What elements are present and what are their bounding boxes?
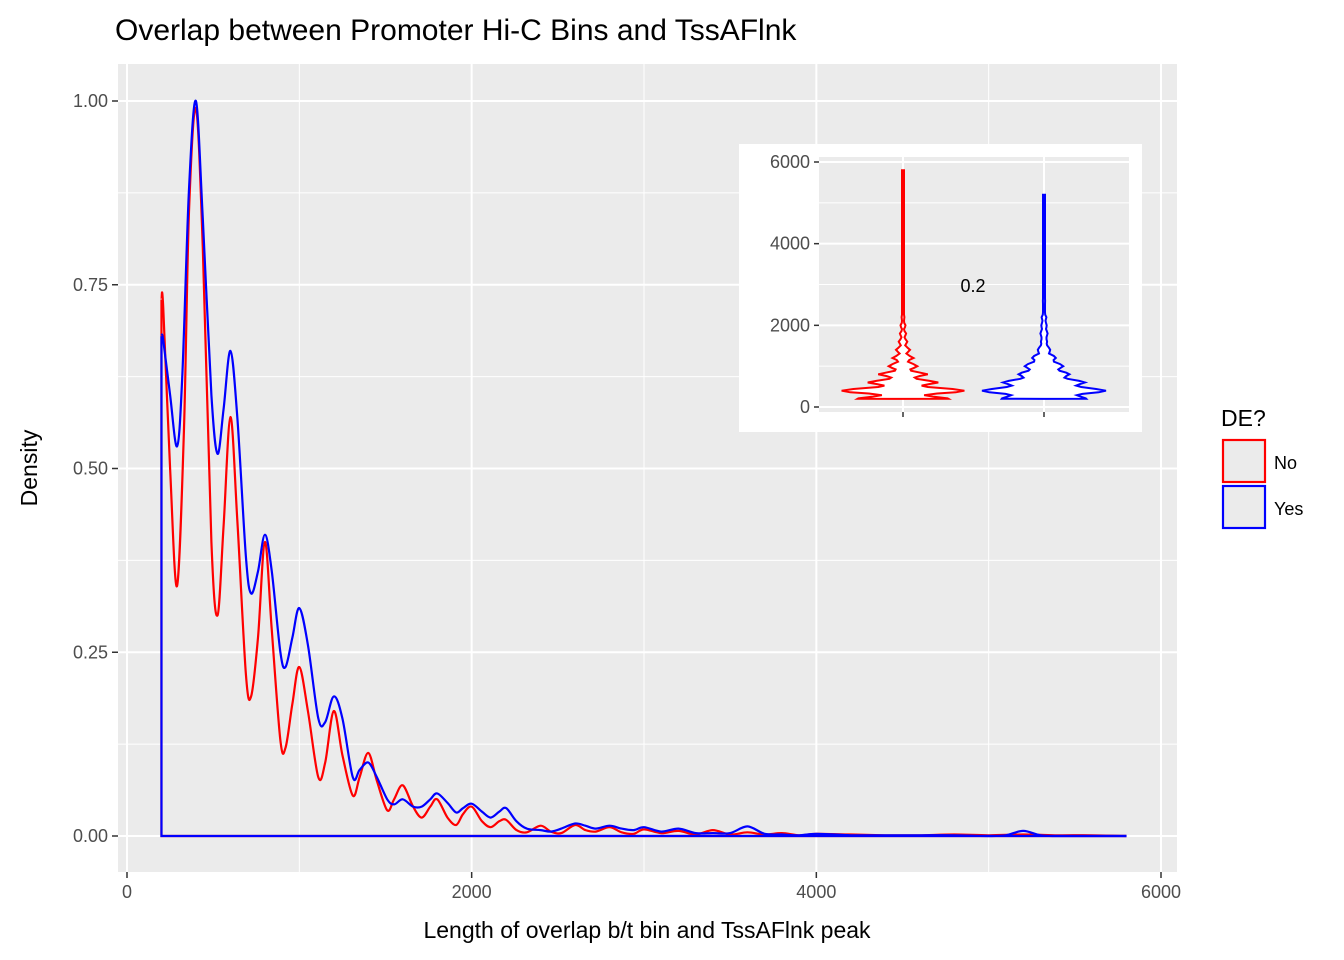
inset-y-tick-label: 0 [800,397,810,417]
x-axis-label: Length of overlap b/t bin and TssAFlnk p… [423,917,871,943]
series-yes-baseline [160,336,1127,838]
legend-label-no: No [1274,453,1297,473]
inset-y-tick-label: 6000 [770,152,810,172]
y-tick-label: 0.50 [73,459,108,479]
inset-violin-plot: 0 2000 4000 6000 0.2 [739,144,1142,432]
y-axis-label: Density [16,429,42,506]
legend-key-yes [1221,484,1267,530]
series-no-line [160,107,1127,838]
x-tick-label: 4000 [796,882,836,902]
inset-axis-ticks: 0 2000 4000 6000 [770,152,1045,417]
legend-key-no [1221,438,1267,484]
y-tick-label: 0.75 [73,275,108,295]
y-tick-label: 1.00 [73,91,108,111]
inset-y-tick-label: 4000 [770,234,810,254]
chart-title: Overlap between Promoter Hi-C Bins and T… [115,14,797,47]
legend: DE? No Yes [1221,405,1303,530]
x-tick-label: 6000 [1141,882,1181,902]
legend-label-yes: Yes [1274,499,1303,519]
density-series [160,99,1127,838]
violin-no [841,169,965,400]
violin-yes [981,193,1107,400]
inset-y-tick-label: 2000 [770,315,810,335]
y-tick-label: 0.25 [73,642,108,662]
y-tick-label: 0.00 [73,826,108,846]
violins [841,169,1107,400]
series-yes-line [160,99,1127,838]
inset-annotation: 0.2 [960,276,985,296]
x-tick-label: 0 [122,882,132,902]
legend-title: DE? [1221,405,1266,431]
x-tick-label: 2000 [452,882,492,902]
axis-ticks: 0 2000 4000 6000 0.00 0.25 0.50 0.75 1.00 [73,91,1181,902]
